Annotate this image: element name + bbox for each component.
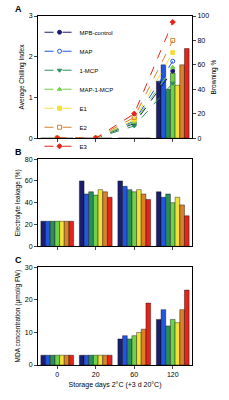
svg-text:20: 20 [25,296,33,303]
svg-text:1: 1 [29,94,33,101]
svg-text:B: B [15,147,22,157]
svg-text:20: 20 [197,110,205,117]
svg-text:80: 80 [25,156,33,163]
svg-text:C: C [15,255,22,265]
svg-text:40: 40 [197,86,205,93]
svg-text:0: 0 [29,361,33,368]
svg-text:Average Chilling Index: Average Chilling Index [18,44,26,110]
svg-text:Storage days 2°C (+3 d 20°C): Storage days 2°C (+3 d 20°C) [69,381,162,389]
svg-text:100: 100 [197,12,209,19]
svg-text:20: 20 [25,221,33,228]
svg-text:0: 0 [197,135,201,142]
svg-text:MDA concentration (µmol/g FW): MDA concentration (µmol/g FW) [14,270,22,363]
svg-text:3: 3 [29,12,33,19]
svg-text:20: 20 [92,371,100,378]
svg-text:0: 0 [29,243,33,250]
svg-text:120: 120 [167,371,179,378]
svg-text:60: 60 [197,61,205,68]
svg-text:1-MCP: 1-MCP [80,68,99,74]
svg-text:2: 2 [29,53,33,60]
svg-text:Electrolyte leakage (%): Electrolyte leakage (%) [14,169,22,236]
svg-text:A: A [15,4,22,14]
svg-text:E1: E1 [80,106,88,112]
svg-text:Browning %: Browning % [210,60,218,95]
svg-text:0: 0 [55,371,59,378]
svg-text:60: 60 [25,177,33,184]
svg-text:30: 30 [25,264,33,271]
svg-text:60: 60 [130,371,138,378]
svg-text:80: 80 [197,37,205,44]
svg-text:0: 0 [29,135,33,142]
svg-text:MAP-1-MCP: MAP-1-MCP [80,87,114,93]
svg-text:E2: E2 [80,125,88,131]
svg-text:10: 10 [25,329,33,336]
svg-text:E3: E3 [80,144,88,150]
svg-text:MAP: MAP [80,49,93,55]
svg-text:MPB-control: MPB-control [80,30,113,36]
svg-text:40: 40 [25,199,33,206]
